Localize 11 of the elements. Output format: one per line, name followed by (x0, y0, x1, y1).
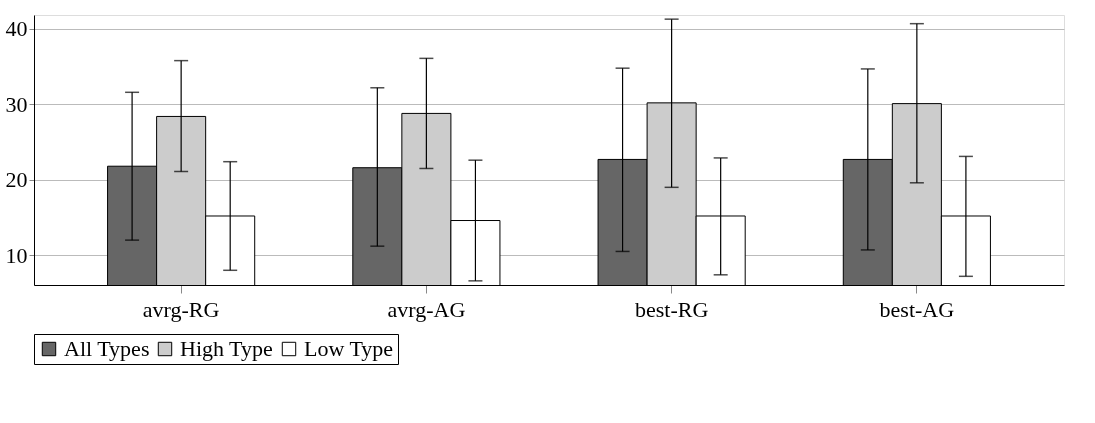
y-tick-label: 40 (5, 16, 28, 42)
legend-label: High Type (180, 336, 273, 361)
y-tick-label: 20 (5, 167, 28, 193)
x-tick-label: avrg-AG (387, 296, 466, 322)
y-tick-label: 10 (5, 242, 28, 268)
legend-label: All Types (64, 336, 150, 361)
x-tick-label: best-RG (634, 296, 709, 322)
y-tick-label: 30 (5, 91, 28, 117)
legend-label: Low Type (304, 336, 394, 361)
x-tick-label: avrg-RG (142, 296, 220, 322)
x-tick-label: best-AG (879, 296, 955, 322)
